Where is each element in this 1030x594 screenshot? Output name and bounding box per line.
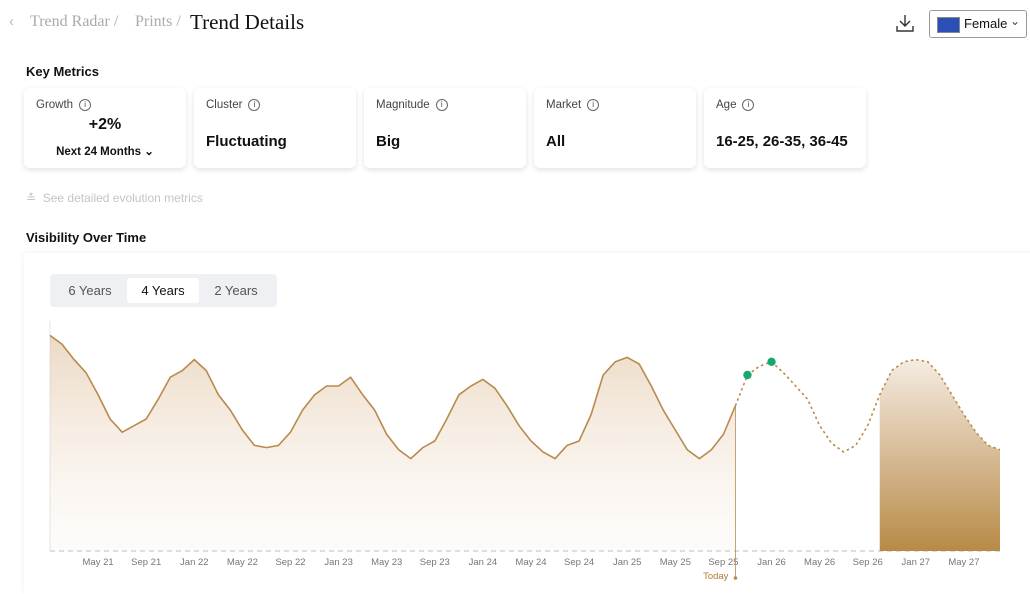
metric-label: Growth xyxy=(36,99,74,112)
metric-card: Magnitude i Big xyxy=(364,88,526,168)
download-icon[interactable] xyxy=(895,13,915,33)
metric-card: Market i All xyxy=(534,88,696,168)
metric-label: Age xyxy=(716,99,737,112)
metric-label: Market xyxy=(546,99,582,112)
range-toggle: 6 Years 4 Years 2 Years xyxy=(50,274,277,307)
metric-value: +2% xyxy=(88,116,122,133)
metric-card: Age i 16-25, 26-35, 36-45 xyxy=(704,88,866,168)
metric-value: All xyxy=(546,133,566,150)
range-button[interactable]: 6 Years xyxy=(68,283,112,298)
back-arrow[interactable]: ‹ xyxy=(9,13,14,30)
page-title: Trend Details xyxy=(190,10,305,34)
gender-select[interactable]: Female ⌄ xyxy=(929,10,1027,38)
metric-value: 16-25, 26-35, 36-45 xyxy=(716,133,848,150)
breadcrumb-link[interactable]: Prints / xyxy=(135,13,181,30)
period-text: Next 24 Months xyxy=(56,146,142,158)
section-heading: Key Metrics xyxy=(26,64,99,79)
breadcrumb-link[interactable]: Trend Radar / xyxy=(30,13,119,30)
metric-label: Cluster xyxy=(206,99,243,112)
flag-icon xyxy=(937,17,960,33)
range-button[interactable]: 2 Years xyxy=(214,283,258,298)
metric-card: Growth i +2% Next 24 Months ⌄ xyxy=(24,88,186,168)
expand-text: See detailed evolution metrics xyxy=(42,191,203,205)
metric-label: Magnitude xyxy=(376,99,430,112)
period-select[interactable]: Next 24 Months ⌄ xyxy=(56,146,154,158)
chevron: ⌄ xyxy=(1010,14,1021,28)
section-heading: Visibility Over Time xyxy=(26,230,147,245)
metric-card: Cluster i Fluctuating xyxy=(194,88,356,168)
select-value: Female xyxy=(964,16,1008,31)
range-button[interactable]: 4 Years xyxy=(127,278,199,303)
metric-value: Fluctuating xyxy=(206,133,287,150)
expand-link[interactable]: ≛ See detailed evolution metrics xyxy=(26,191,203,205)
metric-value: Big xyxy=(376,133,401,150)
